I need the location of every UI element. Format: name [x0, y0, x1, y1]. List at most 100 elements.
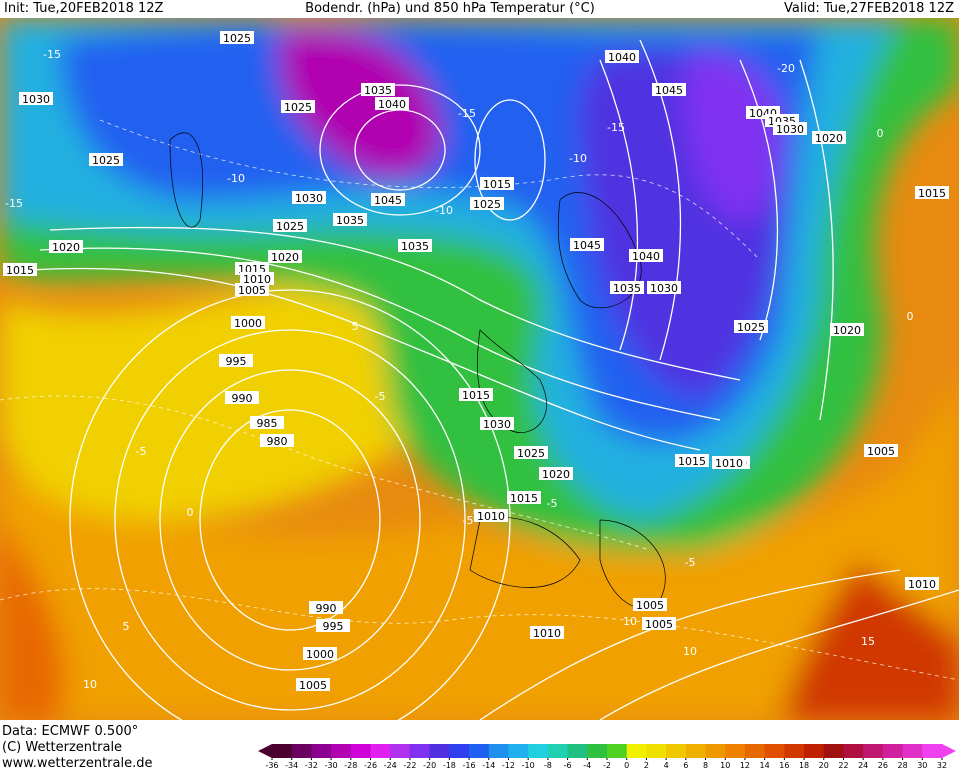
isobar-label: 1040	[608, 51, 636, 64]
valid-time: Valid: Tue,27FEB2018 12Z	[784, 1, 954, 16]
colorbar: -36 -34 -32 -30 -28 -26 -24 -22 -20 -18 -16 -14 -12-…	[258, 744, 956, 770]
colorbar-arrow-high	[942, 744, 956, 758]
isobar-label: 1020	[52, 241, 80, 254]
temperature-label: 10	[683, 645, 697, 658]
colorbar-tick-label: -8	[544, 761, 552, 770]
temperature-label: -5	[685, 556, 696, 569]
colorbar-tick-label: 0	[624, 761, 629, 770]
isobar-label-box	[49, 240, 83, 253]
colorbar-tick-label: -4	[583, 761, 591, 770]
colorbar-tick-label: -12	[502, 761, 515, 770]
temperature-label: -10	[435, 204, 453, 217]
colorbar-cell	[587, 744, 608, 758]
isobar-label-box	[633, 598, 667, 611]
colorbar-cell	[488, 744, 509, 758]
colorbar-tick-label: 22	[838, 761, 848, 770]
isobar-label-box	[539, 467, 573, 480]
isobar-label: 1000	[306, 648, 334, 661]
isobar-label: 1005	[636, 599, 664, 612]
colorbar-cell	[843, 744, 864, 758]
colorbar-tick-label: 32	[937, 761, 947, 770]
temperature-label: -5	[547, 497, 558, 510]
isobar-label: 1020	[815, 132, 843, 145]
isobar-label-box	[812, 131, 846, 144]
colorbar-tick-label: -10	[522, 761, 535, 770]
isobar-label-box	[773, 122, 807, 135]
colorbar-cell	[350, 744, 372, 758]
isobar-label: 1000	[234, 317, 262, 330]
isobar-label: 1040	[378, 98, 406, 111]
colorbar-cell	[705, 744, 726, 758]
isobar-label: 1030	[776, 123, 804, 136]
colorbar-tick-label: 2	[644, 761, 649, 770]
colorbar-cell	[744, 744, 766, 758]
isobar-label: 1020	[542, 468, 570, 481]
isobar-label: 1010	[243, 273, 271, 286]
temperature-label: 5	[123, 620, 130, 633]
colorbar-cell	[429, 744, 450, 758]
copyright: (C) Wetterzentrale	[2, 740, 122, 755]
isobar-label-box	[219, 354, 253, 367]
isobar-label: 1005	[645, 618, 673, 631]
colorbar-cell	[764, 744, 785, 758]
colorbar-cell	[272, 744, 293, 758]
colorbar-cell	[331, 744, 352, 758]
isobar-label: 1035	[401, 240, 429, 253]
isobar-label-box	[734, 320, 768, 333]
isobar-label-box	[652, 83, 686, 96]
colorbar-cell	[547, 744, 569, 758]
colorbar-tick-label: 24	[858, 761, 868, 770]
colorbar-cell	[646, 744, 667, 758]
colorbar-tick-label: -18	[443, 761, 456, 770]
isobar-label: 1015	[510, 492, 538, 505]
isobar-label-box	[514, 446, 548, 459]
temperature-label: -5	[375, 390, 386, 403]
colorbar-cell	[390, 744, 411, 758]
isobar-label-box	[459, 388, 493, 401]
isobar-label: 1015	[483, 178, 511, 191]
temperature-label: 15	[861, 635, 875, 648]
temperature-label: 10	[623, 615, 637, 628]
isobar-label-box	[905, 577, 939, 590]
colorbar-tick-label: -14	[482, 761, 495, 770]
isobar-label: 1025	[284, 101, 312, 114]
isobar-label: 1035	[364, 84, 392, 97]
isobar-label: 1025	[92, 154, 120, 167]
isobar-label: 1015	[462, 389, 490, 402]
isobar-label-box	[830, 323, 864, 336]
isobar-label: 1040	[632, 250, 660, 263]
isobar-label-box	[281, 100, 315, 113]
isobar-label-box	[507, 491, 541, 504]
colorbar-cell	[823, 744, 844, 758]
colorbar-cell	[863, 744, 884, 758]
isobar-label-box	[647, 281, 681, 294]
isobar-label-box	[316, 619, 350, 632]
colorbar-cell	[508, 744, 529, 758]
colorbar-tick-label: -30	[325, 761, 338, 770]
isobar-label-box	[19, 92, 53, 105]
temperature-label: 10	[83, 678, 97, 691]
isobar-label-box	[605, 50, 639, 63]
isobar-label-box	[309, 601, 343, 614]
isobar-label-box	[712, 456, 746, 469]
temperature-label: 0	[187, 506, 194, 519]
isobar-label: 1015	[918, 187, 946, 200]
isobar-label: 1025	[473, 198, 501, 211]
colorbar-cell	[311, 744, 332, 758]
colorbar-tick-label: 8	[703, 761, 708, 770]
colorbar-tick-label: -16	[463, 761, 476, 770]
isobar-label-box	[375, 97, 409, 110]
isobar-label-box	[240, 272, 274, 285]
isobar-label: 1005	[867, 445, 895, 458]
isobar-label: 990	[232, 392, 253, 405]
colorbar-tick-label: -36	[265, 761, 278, 770]
isobar-label: 1025	[276, 220, 304, 233]
isobar-label-box	[610, 281, 644, 294]
colorbar-tick-label: 10	[720, 761, 730, 770]
isobar-label-box	[250, 416, 284, 429]
colorbar-tick-label: -6	[564, 761, 572, 770]
isobar-label: 1025	[737, 321, 765, 334]
isobar-label-box	[629, 249, 663, 262]
colorbar-tick-label: -20	[423, 761, 436, 770]
colorbar-tick-label: -28	[344, 761, 357, 770]
